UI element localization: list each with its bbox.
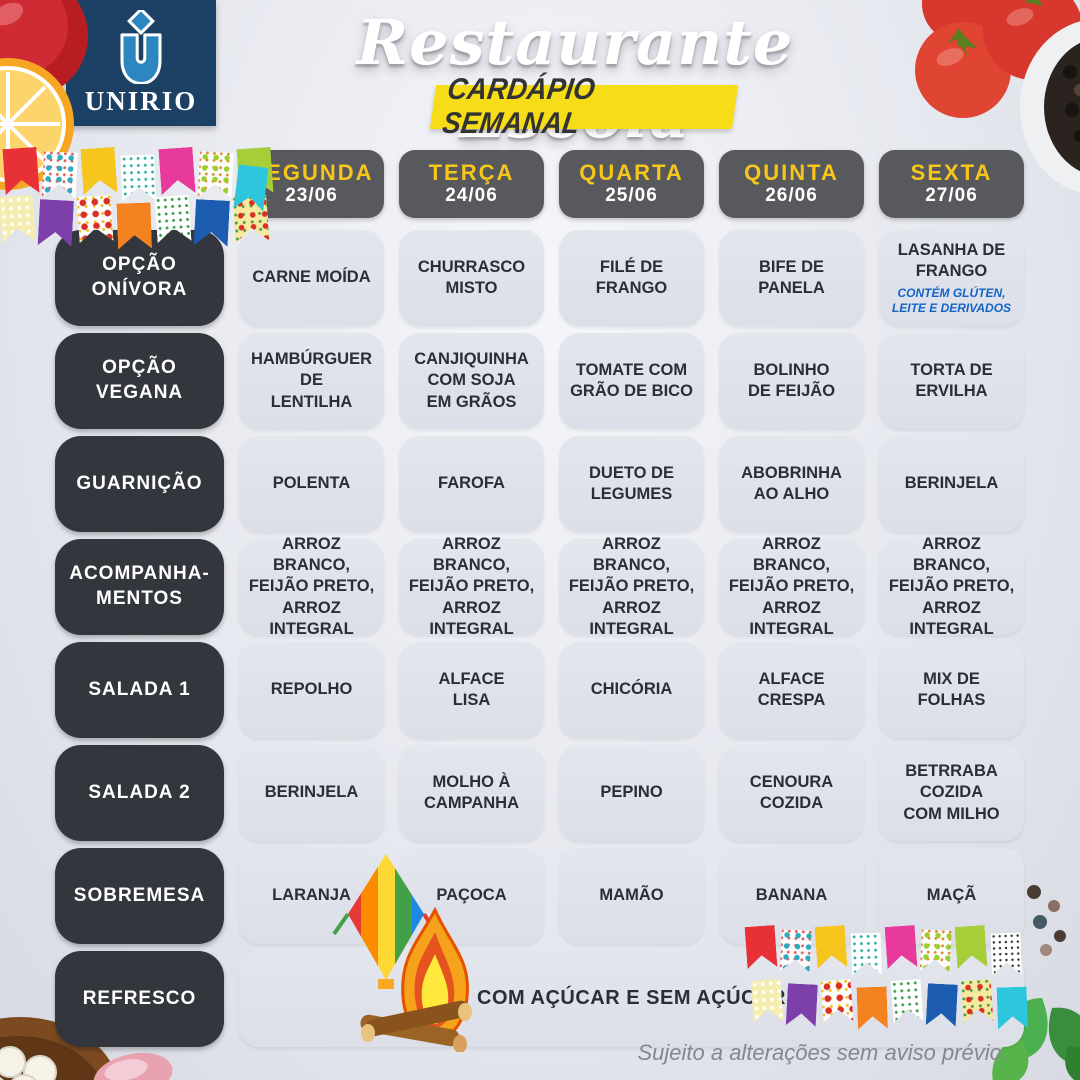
- bunting-flag-icon: [158, 147, 195, 195]
- menu-row: ACOMPANHA- MENTOS ARROZ BRANCO, FEIJÃO P…: [55, 535, 1024, 638]
- basil-leaves-icon: [992, 885, 1080, 1080]
- row-label: SALADA 1: [55, 642, 224, 738]
- day-header: QUARTA 25/06: [559, 150, 704, 218]
- disclaimer-text: Sujeito a alterações sem aviso prévio.: [637, 1040, 1008, 1065]
- bunting-flag-icon: [0, 195, 36, 243]
- allergen-note: CONTÉM GLÚTEN, LEITE E DERIVADOS: [891, 286, 1012, 316]
- bunting-flag-icon: [76, 195, 113, 243]
- bunting-flag-icon: [751, 979, 784, 1023]
- bunting-flag-icon: [920, 929, 952, 973]
- menu-cell: MAMÃO: [559, 848, 704, 944]
- menu-cell: FAROFA: [399, 436, 544, 532]
- bunting-flag-icon: [961, 979, 994, 1023]
- bunting-flag-icon: [198, 151, 234, 199]
- day-header: QUINTA 26/06: [719, 150, 864, 218]
- day-header-row: SEGUNDA 23/06 TERÇA 24/06 QUARTA 25/06 QUIN…: [55, 150, 1024, 218]
- bunting-flag-icon: [815, 925, 848, 969]
- menu-row: GUARNIÇÃO POLENTA FAROFA DUETO DE LEGUME…: [55, 436, 1024, 532]
- menu-cell: ARROZ BRANCO, FEIJÃO PRETO, ARROZ INTEGR…: [879, 535, 1024, 638]
- bunting-flag-icon: [80, 147, 117, 195]
- bunting-flag-icon: [194, 199, 230, 247]
- menu-cell: TORTA DE ERVILHA: [879, 333, 1024, 429]
- menu-cell: CARNE MOÍDA: [239, 230, 384, 326]
- menu-cell: BOLINHO DE FEIJÃO: [719, 333, 864, 429]
- menu-cell: LASANHA DE FRANGO CONTÉM GLÚTEN, LEITE E …: [879, 230, 1024, 326]
- menu-cell: ABOBRINHA AO ALHO: [719, 436, 864, 532]
- menu-cell: MOLHO À CAMPANHA: [399, 745, 544, 841]
- bunting-garland: [752, 980, 1027, 1022]
- menu-cell: ALFACE CRESPA: [719, 642, 864, 738]
- menu-cell: POLENTA: [239, 436, 384, 532]
- menu-cell: ARROZ BRANCO, FEIJÃO PRETO, ARROZ INTEGR…: [399, 535, 544, 638]
- row-label: SOBREMESA: [55, 848, 224, 944]
- bunting-garland: [0, 196, 268, 242]
- unirio-crest-icon: [120, 10, 162, 84]
- bunting-flag-icon: [42, 151, 78, 199]
- bunting-flag-icon: [891, 979, 924, 1023]
- menu-cell: ALFACE LISA: [399, 642, 544, 738]
- peppercorn-bowl-icon: [1020, 21, 1080, 193]
- row-label: GUARNIÇÃO: [55, 436, 224, 532]
- menu-cell: CENOURA COZIDA: [719, 745, 864, 841]
- bonfire-icon: [332, 854, 472, 1052]
- row-label: OPÇÃO VEGANA: [55, 333, 224, 429]
- menu-cell: HAMBÚRGUER DE LENTILHA: [239, 333, 384, 429]
- day-header: SEXTA 27/06: [879, 150, 1024, 218]
- menu-cell: BERINJELA: [239, 745, 384, 841]
- menu-cell: CHURRASCO MISTO: [399, 230, 544, 326]
- unirio-logo: UNIRIO: [66, 0, 216, 126]
- bunting-flag-icon: [926, 983, 958, 1027]
- bunting-flag-icon: [885, 925, 918, 969]
- menu-cell: DUETO DE LEGUMES: [559, 436, 704, 532]
- weekly-menu-table: SEGUNDA 23/06 TERÇA 24/06 QUARTA 25/06 QUIN…: [55, 150, 1024, 1054]
- popcorn-bowl-icon: [0, 1017, 119, 1080]
- garlic-icon: [93, 1052, 173, 1080]
- subtitle-banner: CARDÁPIO SEMANAL: [429, 73, 739, 140]
- logo-text: UNIRIO: [84, 86, 198, 116]
- bunting-flag-icon: [745, 925, 778, 969]
- row-label: SALADA 2: [55, 745, 224, 841]
- menu-cell: BERINJELA: [879, 436, 1024, 532]
- row-label: REFRESCO: [55, 951, 224, 1047]
- bunting-flag-icon: [955, 925, 988, 969]
- menu-cell: CANJIQUINHA COM SOJA EM GRÃOS: [399, 333, 544, 429]
- day-header: TERÇA 24/06: [399, 150, 544, 218]
- menu-cell: ARROZ BRANCO, FEIJÃO PRETO, ARROZ INTEGR…: [239, 535, 384, 638]
- menu-cell: ARROZ BRANCO, FEIJÃO PRETO, ARROZ INTEGR…: [559, 535, 704, 638]
- menu-row: OPÇÃO ONÍVORA CARNE MOÍDA CHURRASCO MIST…: [55, 230, 1024, 326]
- bunting-flag-icon: [154, 195, 191, 243]
- row-label: ACOMPANHA- MENTOS: [55, 539, 224, 635]
- menu-cell: TOMATE COM GRÃO DE BICO: [559, 333, 704, 429]
- subtitle-text: CARDÁPIO SEMANAL: [440, 73, 598, 140]
- menu-row: SALADA 1 REPOLHO ALFACE LISA CHICÓRIA AL…: [55, 642, 1024, 738]
- bunting-flag-icon: [2, 147, 39, 195]
- bunting-flag-icon: [38, 199, 74, 247]
- menu-cell: BIFE DE PANELA: [719, 230, 864, 326]
- menu-cell: BETRRABA COZIDA COM MILHO: [879, 745, 1024, 841]
- menu-cell: CHICÓRIA: [559, 642, 704, 738]
- menu-cell: FILÉ DE FRANGO: [559, 230, 704, 326]
- menu-cell: REPOLHO: [239, 642, 384, 738]
- bunting-garland: [4, 148, 272, 194]
- menu-row: OPÇÃO VEGANA HAMBÚRGUER DE LENTILHA CANJ…: [55, 333, 1024, 429]
- menu-row: SALADA 2 BERINJELA MOLHO À CAMPANHA PEPI…: [55, 745, 1024, 841]
- menu-cell: MIX DE FOLHAS: [879, 642, 1024, 738]
- menu-cell: PEPINO: [559, 745, 704, 841]
- menu-cell: ARROZ BRANCO, FEIJÃO PRETO, ARROZ INTEGR…: [719, 535, 864, 638]
- bunting-flag-icon: [786, 983, 818, 1027]
- bunting-garland: [746, 926, 1021, 968]
- row-label: OPÇÃO ONÍVORA: [55, 230, 224, 326]
- bunting-flag-icon: [821, 979, 854, 1023]
- bunting-flag-icon: [780, 929, 812, 973]
